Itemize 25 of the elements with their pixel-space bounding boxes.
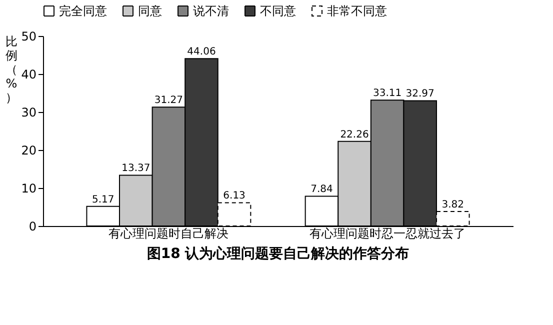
data-label: 44.06 xyxy=(187,46,216,58)
y-tick-label: 10 xyxy=(21,182,36,196)
data-label: 6.13 xyxy=(223,190,246,202)
legend-label: 完全同意 xyxy=(59,4,107,18)
y-tick-label: 20 xyxy=(21,144,36,158)
y-tick-label: 30 xyxy=(21,106,36,120)
legend-label: 不同意 xyxy=(260,4,296,18)
y-tick-label: 0 xyxy=(28,220,36,234)
x-tick-label: 有心理问题时自己解决 xyxy=(108,226,229,240)
legend-label: 同意 xyxy=(138,4,162,18)
data-label: 7.84 xyxy=(310,184,333,196)
y-tick-label: 40 xyxy=(21,68,36,82)
y-tick-label: 50 xyxy=(21,30,36,44)
data-label: 33.11 xyxy=(372,88,402,100)
data-label: 5.17 xyxy=(92,194,114,206)
data-label: 3.82 xyxy=(442,199,464,210)
text: 图18 认为心理问题要自己解决的作答分布 xyxy=(146,245,410,262)
data-label: 31.27 xyxy=(154,95,184,106)
data-label: 22.26 xyxy=(340,129,369,140)
data-label: 32.97 xyxy=(406,88,434,100)
legend-label: 说不清 xyxy=(193,4,229,18)
legend-label: 非常不同意 xyxy=(327,4,387,18)
y-axis-title: 比例（%） xyxy=(6,34,18,104)
x-tick-label: 有心理问题时忍一忍就过去了 xyxy=(309,226,466,240)
data-label: 13.37 xyxy=(122,163,150,174)
